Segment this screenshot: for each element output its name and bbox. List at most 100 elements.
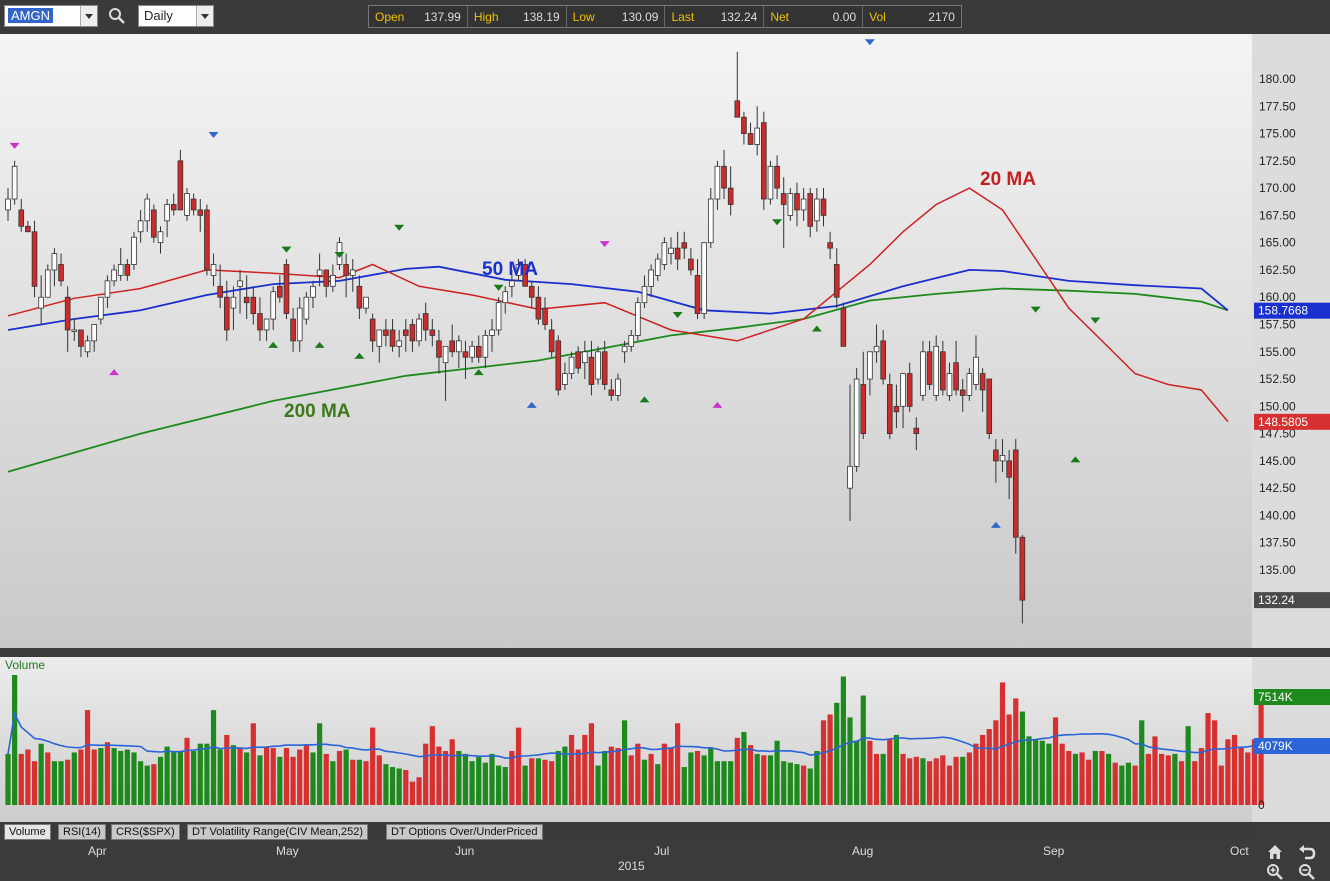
price-tick-label: 162.50 xyxy=(1259,263,1296,277)
volume-bar-down xyxy=(1212,720,1218,805)
candle-down xyxy=(893,405,900,413)
price-tick-label: 135.00 xyxy=(1259,563,1296,577)
volume-bar-up xyxy=(893,734,900,805)
volume-bar-up xyxy=(1172,753,1178,805)
quote-bar: Open 137.99 High 138.19 Low 130.09 Last 132.… xyxy=(368,5,962,28)
candle-up xyxy=(164,204,170,222)
tab-dt-options[interactable]: DT Options Over/UnderPriced xyxy=(386,824,543,840)
x-month-may: May xyxy=(276,844,299,858)
volume-bar-down xyxy=(1192,761,1198,805)
symbol-input[interactable]: AMGN xyxy=(4,5,98,27)
volume-bar-down xyxy=(515,727,522,805)
price-tick-label: 152.50 xyxy=(1259,372,1296,386)
candle-down xyxy=(462,351,469,358)
candle-up xyxy=(310,285,316,298)
volume-bar-up xyxy=(462,753,469,805)
volume-bar-up xyxy=(476,756,482,805)
tab-crs[interactable]: CRS($SPX) xyxy=(111,824,180,840)
volume-bar-down xyxy=(84,710,91,805)
ma200-label: 200 MA xyxy=(284,401,351,422)
volume-bar-down xyxy=(887,739,893,805)
candle-down xyxy=(926,351,933,385)
volume-bar-up xyxy=(389,767,396,805)
search-icon[interactable] xyxy=(108,7,126,25)
candle-down xyxy=(1006,460,1012,478)
volume-bar-down xyxy=(370,727,376,805)
undo-icon[interactable] xyxy=(1298,843,1316,861)
volume-bar-up xyxy=(144,765,150,805)
candle-down xyxy=(190,198,197,211)
quote-value: 137.99 xyxy=(424,9,461,24)
volume-bar-down xyxy=(1238,746,1244,805)
candle-down xyxy=(727,187,734,205)
period-select[interactable]: Daily xyxy=(138,5,214,27)
zoom-out-icon[interactable] xyxy=(1298,863,1316,881)
volume-bar-down xyxy=(350,759,356,805)
volume-bar-up xyxy=(38,743,44,805)
volume-bar-up xyxy=(1072,753,1079,805)
x-month-apr: Apr xyxy=(88,844,107,858)
volume-bar-up xyxy=(343,749,349,805)
volume-bar-down xyxy=(18,753,24,805)
candle-down xyxy=(170,204,177,211)
candle-up xyxy=(131,236,137,265)
swing-marker-high xyxy=(334,252,345,259)
candle-down xyxy=(688,258,694,271)
candle-down xyxy=(323,269,330,287)
swing-marker-high xyxy=(394,224,405,231)
volume-bar-up xyxy=(787,762,793,805)
candle-down xyxy=(741,116,747,134)
quote-low: Low 130.09 xyxy=(567,6,666,27)
home-icon[interactable] xyxy=(1266,843,1284,861)
volume-bar-down xyxy=(933,758,939,805)
candle-down xyxy=(953,362,959,391)
tab-rsi[interactable]: RSI(14) xyxy=(58,824,106,840)
candle-down xyxy=(886,384,893,435)
volume-bar-up xyxy=(204,743,210,805)
candle-down xyxy=(542,307,548,325)
candle-down xyxy=(986,378,993,435)
candle-down xyxy=(761,122,767,200)
volume-bar-up xyxy=(708,748,714,805)
candle-up xyxy=(144,198,151,222)
candle-down xyxy=(588,356,595,385)
price-tick-label: 137.50 xyxy=(1259,536,1296,550)
volume-bar-down xyxy=(568,734,575,805)
symbol-dropdown-chevron-icon[interactable] xyxy=(80,6,97,26)
price-tick-label: 150.00 xyxy=(1259,399,1296,413)
candle-down xyxy=(1019,536,1026,601)
volume-bar-down xyxy=(801,765,807,805)
volume-bar-down xyxy=(907,758,913,805)
x-year: 2015 xyxy=(618,859,645,873)
candle-up xyxy=(469,345,475,358)
volume-bar-down xyxy=(1178,761,1185,805)
volume-bar-up xyxy=(496,765,502,805)
volume-bar-down xyxy=(376,755,382,805)
volume-bar-down xyxy=(1225,739,1231,805)
price-tick-label: 180.00 xyxy=(1259,72,1296,86)
volume-bar-up xyxy=(1092,750,1098,805)
volume-bar-down xyxy=(416,777,422,805)
candle-down xyxy=(64,296,71,331)
zoom-in-icon[interactable] xyxy=(1266,863,1284,881)
candle-down xyxy=(522,264,528,287)
swing-marker-low xyxy=(354,352,365,359)
tab-dt-volatility-range[interactable]: DT Volatility Range(CIV Mean,252) xyxy=(187,824,368,840)
candle-up xyxy=(237,280,243,287)
candle-down xyxy=(58,264,64,282)
panel-splitter[interactable] xyxy=(0,648,1330,657)
tab-volume[interactable]: Volume xyxy=(4,824,51,840)
candle-down xyxy=(343,264,349,276)
candle-down xyxy=(250,296,257,314)
volume-bar-down xyxy=(283,748,290,805)
volume-bar-up xyxy=(5,753,11,805)
quote-last: Last 132.24 xyxy=(665,6,765,27)
volume-bar-down xyxy=(31,761,38,805)
period-dropdown-chevron-icon[interactable] xyxy=(196,6,213,26)
candle-up xyxy=(111,269,117,282)
x-month-aug: Aug xyxy=(852,844,874,858)
volume-bar-down xyxy=(151,764,157,805)
candle-up xyxy=(502,291,509,304)
volume-bar-up xyxy=(131,752,137,805)
